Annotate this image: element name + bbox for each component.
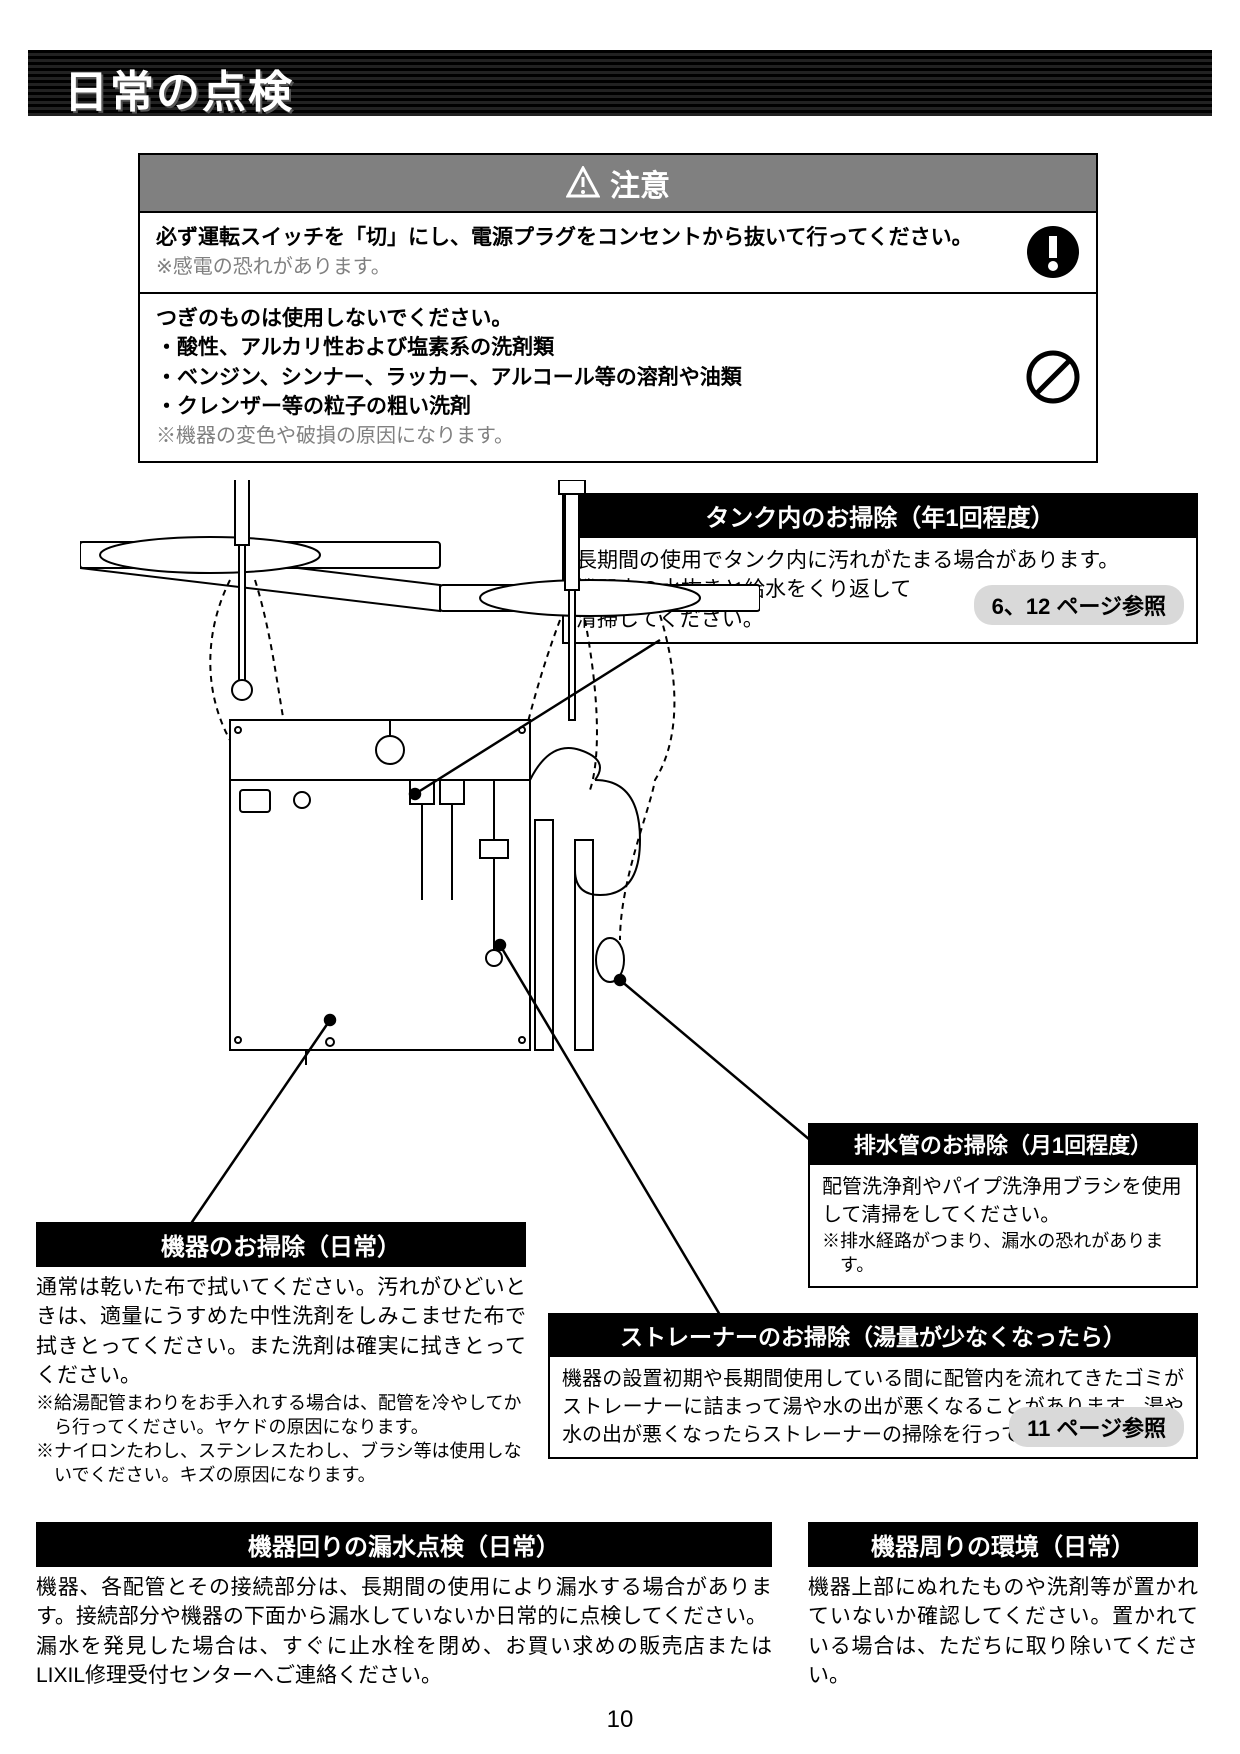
- caution-header: 注意: [140, 155, 1096, 211]
- strainer-page-ref: 11 ページ参照: [1009, 1407, 1184, 1447]
- prohibit-icon: [1026, 350, 1080, 404]
- strainer-title: ストレーナーのお掃除（湯量が少なくなったら）: [550, 1313, 1196, 1357]
- caution-row-1-text: 必ず運転スイッチを「切」にし、電源プラグをコンセントから抜いて行ってください。 …: [156, 223, 1014, 282]
- caution-header-text: 注意: [566, 161, 670, 205]
- caution-row-1-bold: 必ず運転スイッチを「切」にし、電源プラグをコンセントから抜いて行ってください。: [156, 226, 973, 249]
- device-title: 機器のお掃除（日常）: [36, 1222, 526, 1267]
- caution-row-2: つぎのものは使用しないでください。 ・酸性、アルカリ性および塩素系の洗剤類 ・ベ…: [140, 292, 1096, 461]
- drain-body-wrap: 配管洗浄剤やパイプ洗浄用ブラシを使用して清掃をしてください。 ※排水経路がつまり…: [810, 1165, 1196, 1286]
- leak-box: 機器回りの漏水点検（日常） 機器、各配管とその接続部分は、長期間の使用により漏水…: [36, 1522, 772, 1691]
- warning-triangle-icon: [566, 166, 600, 200]
- caution-row2-note: ※機器の変色や破損の原因になります。: [156, 425, 514, 447]
- header-band: 日常の点検: [28, 50, 1212, 116]
- device-body-wrap: 通常は乾いた布で拭いてください。汚れがひどいときは、適量にうすめた中性洗剤をしみ…: [36, 1267, 526, 1488]
- leak-body: 機器、各配管とその接続部分は、長期間の使用により漏水する場合があります。接続部分…: [36, 1567, 772, 1691]
- device-note1: ※給湯配管まわりをお手入れする場合は、配管を冷やしてから行ってください。ヤケドの…: [36, 1391, 526, 1440]
- mandatory-icon: [1026, 225, 1080, 279]
- env-title: 機器周りの環境（日常）: [808, 1522, 1198, 1567]
- drain-note: ※排水経路がつまり、漏水の恐れがあります。: [822, 1229, 1184, 1278]
- caution-row-2-text: つぎのものは使用しないでください。 ・酸性、アルカリ性および塩素系の洗剤類 ・ベ…: [156, 304, 1014, 451]
- caution-row-1-note: ※感電の恐れがあります。: [156, 256, 391, 278]
- caution-box: 注意 必ず運転スイッチを「切」にし、電源プラグをコンセントから抜いて行ってくださ…: [138, 153, 1098, 463]
- env-body: 機器上部にぬれたものや洗剤等が置かれていないか確認してください。置かれている場合…: [808, 1567, 1198, 1691]
- env-box: 機器周りの環境（日常） 機器上部にぬれたものや洗剤等が置かれていないか確認してく…: [808, 1522, 1198, 1691]
- device-note2: ※ナイロンたわし、ステンレスたわし、ブラシ等は使用しないでください。キズの原因に…: [36, 1439, 526, 1488]
- drain-body: 配管洗浄剤やパイプ洗浄用ブラシを使用して清掃をしてください。: [822, 1173, 1184, 1229]
- caution-row2-l3: ・ベンジン、シンナー、ラッカー、アルコール等の溶剤や油類: [156, 366, 742, 389]
- drain-title: 排水管のお掃除（月1回程度）: [810, 1123, 1196, 1165]
- caution-row2-l4: ・クレンザー等の粒子の粗い洗剤: [156, 395, 471, 418]
- tank-page-ref: 6、12 ページ参照: [974, 585, 1184, 625]
- page-title: 日常の点検: [64, 56, 294, 120]
- caution-row2-l2: ・酸性、アルカリ性および塩素系の洗剤類: [156, 336, 554, 359]
- strainer-body-wrap: 機器の設置初期や長期間使用している間に配管内を流れてきたゴミがストレーナーに詰ま…: [550, 1357, 1196, 1457]
- page-number: 10: [0, 1706, 1240, 1734]
- device-body: 通常は乾いた布で拭いてください。汚れがひどいときは、適量にうすめた中性洗剤をしみ…: [36, 1273, 526, 1391]
- leak-title: 機器回りの漏水点検（日常）: [36, 1522, 772, 1567]
- device-box: 機器のお掃除（日常） 通常は乾いた布で拭いてください。汚れがひどいときは、適量に…: [36, 1222, 526, 1488]
- strainer-box: ストレーナーのお掃除（湯量が少なくなったら） 機器の設置初期や長期間使用している…: [548, 1313, 1198, 1459]
- caution-row2-l1: つぎのものは使用しないでください。: [156, 307, 512, 330]
- caution-row-1: 必ず運転スイッチを「切」にし、電源プラグをコンセントから抜いて行ってください。 …: [140, 211, 1096, 292]
- caution-label: 注意: [610, 161, 670, 205]
- equipment-diagram: [80, 480, 760, 1070]
- drain-box: 排水管のお掃除（月1回程度） 配管洗浄剤やパイプ洗浄用ブラシを使用して清掃をして…: [808, 1123, 1198, 1288]
